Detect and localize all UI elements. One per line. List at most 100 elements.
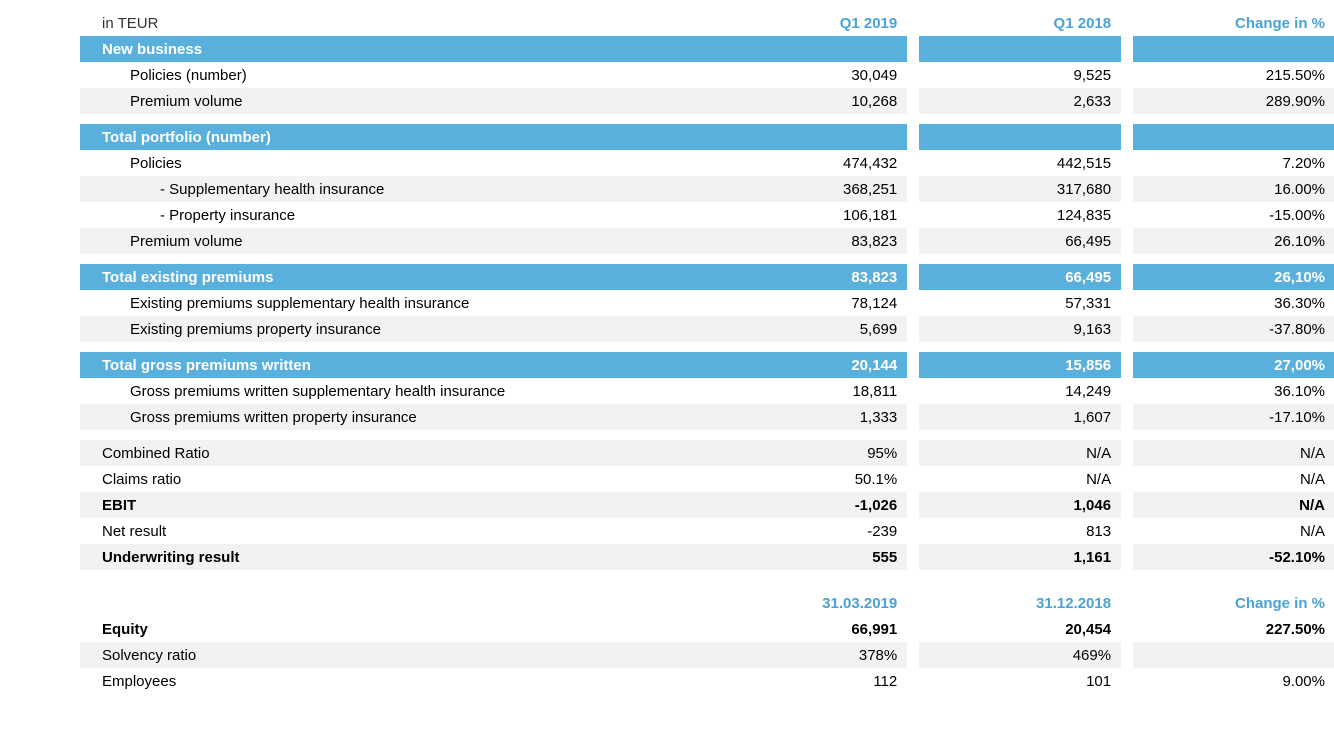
section-value-1 bbox=[705, 124, 907, 150]
row-label: Combined Ratio bbox=[80, 440, 705, 466]
section-value-3: 26,10% bbox=[1133, 264, 1334, 290]
row-label: Net result bbox=[80, 518, 705, 544]
spacer-row bbox=[80, 570, 1334, 580]
header-label bbox=[80, 590, 705, 616]
row-value-2: 20,454 bbox=[919, 616, 1121, 642]
row-value-2: 9,525 bbox=[919, 62, 1121, 88]
section-value-2 bbox=[919, 124, 1121, 150]
row-value-2: 14,249 bbox=[919, 378, 1121, 404]
row-value-3: 289.90% bbox=[1133, 88, 1334, 114]
row-value-2: 317,680 bbox=[919, 176, 1121, 202]
section-header: Total portfolio (number) bbox=[80, 124, 1334, 150]
spacer-row bbox=[80, 114, 1334, 124]
row-value-2: N/A bbox=[919, 466, 1121, 492]
table-row: Policies (number)30,0499,525215.50% bbox=[80, 62, 1334, 88]
section-value-1 bbox=[705, 36, 907, 62]
row-value-1: 5,699 bbox=[705, 316, 907, 342]
section-value-3 bbox=[1133, 36, 1334, 62]
section-value-1: 20,144 bbox=[705, 352, 907, 378]
row-value-3: 7.20% bbox=[1133, 150, 1334, 176]
row-value-3: 16.00% bbox=[1133, 176, 1334, 202]
row-value-1: 18,811 bbox=[705, 378, 907, 404]
section-title: Total portfolio (number) bbox=[80, 124, 705, 150]
row-label: Premium volume bbox=[80, 228, 705, 254]
row-value-2: 469% bbox=[919, 642, 1121, 668]
row-value-3: 9.00% bbox=[1133, 668, 1334, 694]
row-value-3: -37.80% bbox=[1133, 316, 1334, 342]
table-row: - Property insurance106,181 124,835 -15.00… bbox=[80, 202, 1334, 228]
row-value-2: 124,835 bbox=[919, 202, 1121, 228]
row-value-1: 83,823 bbox=[705, 228, 907, 254]
row-value-3: 36.10% bbox=[1133, 378, 1334, 404]
row-value-2: 101 bbox=[919, 668, 1121, 694]
table-row: Net result-239 813 N/A bbox=[80, 518, 1334, 544]
row-label: Existing premiums supplementary health i… bbox=[80, 290, 705, 316]
column-header-row-2: 31.03.201931.12.2018Change in % bbox=[80, 590, 1334, 616]
header-col-2: Q1 2018 bbox=[919, 10, 1121, 36]
row-value-1: 368,251 bbox=[705, 176, 907, 202]
row-value-3 bbox=[1133, 642, 1334, 668]
section-value-2: 66,495 bbox=[919, 264, 1121, 290]
row-label: Employees bbox=[80, 668, 705, 694]
table-row: Gross premiums written supplementary hea… bbox=[80, 378, 1334, 404]
spacer-row bbox=[80, 430, 1334, 440]
row-value-3: -52.10% bbox=[1133, 544, 1334, 570]
row-value-2: 2,633 bbox=[919, 88, 1121, 114]
section-value-2 bbox=[919, 36, 1121, 62]
row-value-3: 36.30% bbox=[1133, 290, 1334, 316]
section-header: Total existing premiums83,82366,49526,10… bbox=[80, 264, 1334, 290]
row-value-3: N/A bbox=[1133, 492, 1334, 518]
row-value-3: N/A bbox=[1133, 466, 1334, 492]
row-value-3: -17.10% bbox=[1133, 404, 1334, 430]
row-value-2: 1,161 bbox=[919, 544, 1121, 570]
row-label: Solvency ratio bbox=[80, 642, 705, 668]
column-header-row: in TEURQ1 2019Q1 2018Change in % bbox=[80, 10, 1334, 36]
header-col-3: Change in % bbox=[1133, 10, 1334, 36]
section-title: Total gross premiums written bbox=[80, 352, 705, 378]
table-row: - Supplementary health insurance368,251 3… bbox=[80, 176, 1334, 202]
row-value-1: 106,181 bbox=[705, 202, 907, 228]
row-value-1: 30,049 bbox=[705, 62, 907, 88]
row-value-3: N/A bbox=[1133, 518, 1334, 544]
header-col-1: Q1 2019 bbox=[705, 10, 907, 36]
table-row: Claims ratio50.1%N/AN/A bbox=[80, 466, 1334, 492]
table-row: Combined Ratio95%N/AN/A bbox=[80, 440, 1334, 466]
financial-table: in TEURQ1 2019Q1 2018Change in %New busi… bbox=[80, 10, 1334, 694]
table-row: EBIT-1,0261,046N/A bbox=[80, 492, 1334, 518]
section-header: New business bbox=[80, 36, 1334, 62]
table-row: Underwriting result5551,161-52.10% bbox=[80, 544, 1334, 570]
row-value-3: 227.50% bbox=[1133, 616, 1334, 642]
row-label: - Supplementary health insurance bbox=[80, 176, 705, 202]
row-label: - Property insurance bbox=[80, 202, 705, 228]
row-value-2: N/A bbox=[919, 440, 1121, 466]
row-label: Claims ratio bbox=[80, 466, 705, 492]
row-value-1: 10,268 bbox=[705, 88, 907, 114]
row-value-1: 95% bbox=[705, 440, 907, 466]
row-value-1: 1,333 bbox=[705, 404, 907, 430]
table-row: Gross premiums written property insuranc… bbox=[80, 404, 1334, 430]
row-value-1: 112 bbox=[705, 668, 907, 694]
row-value-3: -15.00% bbox=[1133, 202, 1334, 228]
row-label: Gross premiums written supplementary hea… bbox=[80, 378, 705, 404]
section-value-2: 15,856 bbox=[919, 352, 1121, 378]
row-value-2: 66,495 bbox=[919, 228, 1121, 254]
table-row: Policies474,432442,5157.20% bbox=[80, 150, 1334, 176]
row-value-1: -239 bbox=[705, 518, 907, 544]
section-value-3: 27,00% bbox=[1133, 352, 1334, 378]
row-value-1: 66,991 bbox=[705, 616, 907, 642]
section-header: Total gross premiums written20,144 15,856… bbox=[80, 352, 1334, 378]
row-value-1: 555 bbox=[705, 544, 907, 570]
row-value-2: 813 bbox=[919, 518, 1121, 544]
table-row: Equity66,99120,454227.50% bbox=[80, 616, 1334, 642]
table-row: Employees112 101 9.00% bbox=[80, 668, 1334, 694]
table-row: Premium volume10,268 2,633 289.90% bbox=[80, 88, 1334, 114]
spacer-row bbox=[80, 580, 1334, 590]
row-label: Existing premiums property insurance bbox=[80, 316, 705, 342]
row-value-1: 78,124 bbox=[705, 290, 907, 316]
row-value-2: 442,515 bbox=[919, 150, 1121, 176]
row-label: Premium volume bbox=[80, 88, 705, 114]
table-row: Existing premiums supplementary health i… bbox=[80, 290, 1334, 316]
row-value-2: 9,163 bbox=[919, 316, 1121, 342]
table-row: Existing premiums property insurance5,69… bbox=[80, 316, 1334, 342]
row-label: Policies (number) bbox=[80, 62, 705, 88]
